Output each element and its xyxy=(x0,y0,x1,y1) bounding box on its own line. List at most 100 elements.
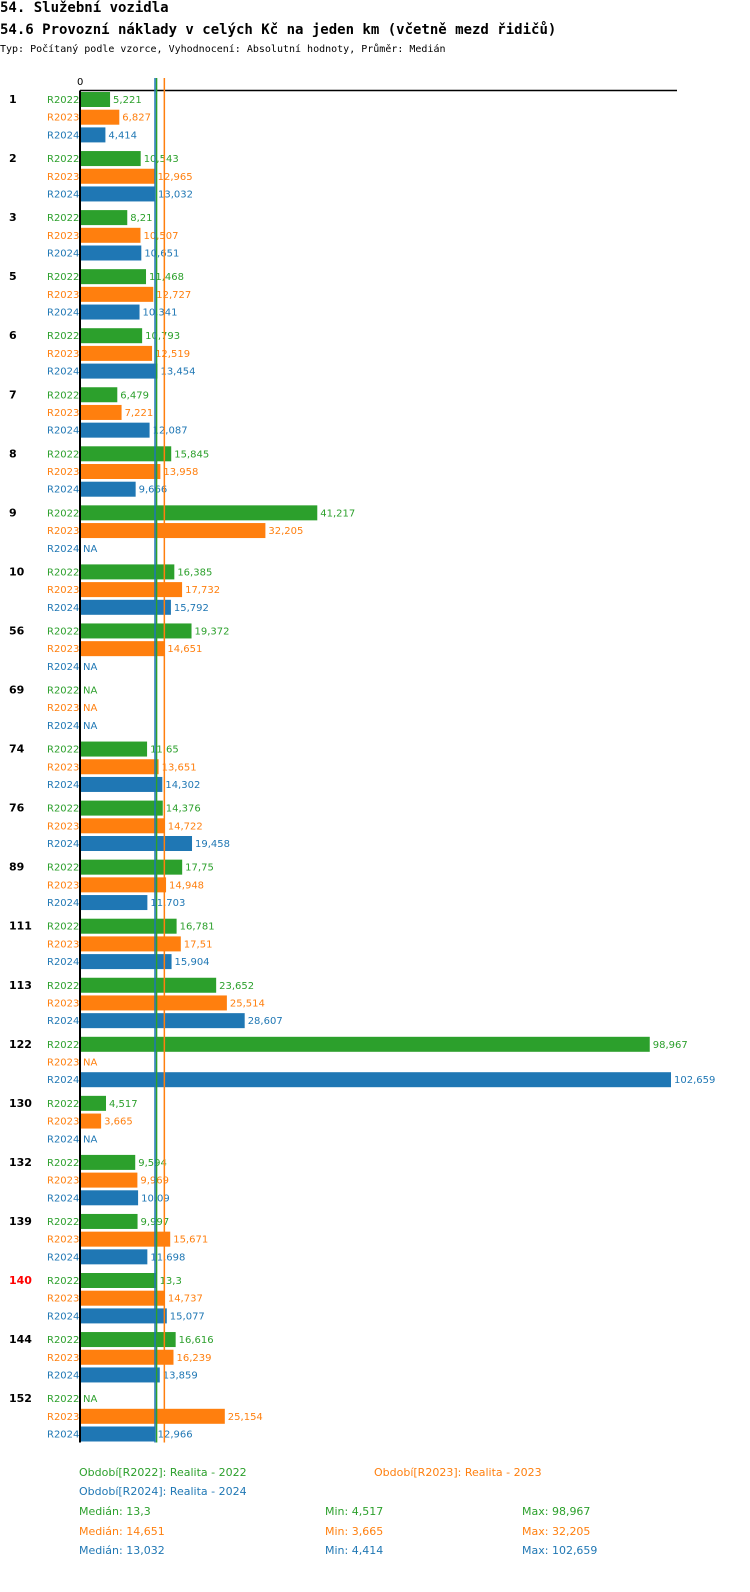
group-label-10: 10 xyxy=(9,565,25,578)
chart-title: 54.6 Provozní náklady v celých Kč na jed… xyxy=(0,22,557,38)
series-label-152-r2024: R2024 xyxy=(47,1430,79,1441)
value-label-8-r2022: 15,845 xyxy=(174,449,209,460)
bar-144-r2022 xyxy=(80,1332,176,1348)
legend-max-r2022: Max: 98,967 xyxy=(522,1505,591,1518)
value-label-113-r2022: 23,652 xyxy=(219,981,254,992)
value-label-140-r2023: 14,737 xyxy=(168,1294,203,1305)
value-label-140-r2022: 13,3 xyxy=(160,1276,182,1287)
series-label-111-r2024: R2024 xyxy=(47,957,79,968)
bar-6-r2023 xyxy=(80,345,153,361)
bar-8-r2022 xyxy=(80,446,172,462)
value-label-7-r2024: 12,087 xyxy=(153,426,188,437)
series-label-9-r2024: R2024 xyxy=(47,544,79,555)
series-label-9-r2022: R2022 xyxy=(47,508,79,519)
bar-1-r2023 xyxy=(80,109,120,125)
legend-period-r2023: Období[R2023]: Realita - 2023 xyxy=(374,1466,542,1479)
value-label-9-r2022: 41,217 xyxy=(320,508,355,519)
series-label-69-r2022: R2022 xyxy=(47,686,79,697)
group-label-130: 130 xyxy=(9,1097,32,1110)
series-label-113-r2023: R2023 xyxy=(47,998,79,1009)
series-label-113-r2024: R2024 xyxy=(47,1016,79,1027)
group-label-1: 1 xyxy=(9,93,17,106)
group-label-76: 76 xyxy=(9,802,25,815)
legend-max-r2024: Max: 102,659 xyxy=(522,1544,598,1557)
value-label-152-r2023: 25,154 xyxy=(228,1412,263,1423)
bar-76-r2024 xyxy=(80,836,193,851)
bar-6-r2024 xyxy=(80,363,158,379)
group-label-144: 144 xyxy=(9,1333,32,1346)
bar-139-r2022 xyxy=(80,1213,138,1229)
value-label-130-r2024: NA xyxy=(83,1134,97,1145)
series-label-3-r2022: R2022 xyxy=(47,213,79,224)
series-label-130-r2024: R2024 xyxy=(47,1134,79,1145)
series-label-6-r2023: R2023 xyxy=(47,349,79,360)
legend-period-r2022: Období[R2022]: Realita - 2022 xyxy=(79,1466,247,1479)
value-label-9-r2023: 32,205 xyxy=(268,526,303,537)
group-label-56: 56 xyxy=(9,624,25,637)
bar-76-r2023 xyxy=(80,818,165,834)
value-label-139-r2024: 11,698 xyxy=(150,1252,185,1263)
bar-2-r2024 xyxy=(80,186,156,202)
value-label-89-r2023: 14,948 xyxy=(169,880,204,891)
bar-8-r2024 xyxy=(80,481,136,497)
bar-7-r2023 xyxy=(80,404,122,420)
bar-113-r2023 xyxy=(80,995,227,1011)
bar-2-r2023 xyxy=(80,168,155,184)
value-label-3-r2024: 10,651 xyxy=(144,249,179,260)
series-label-3-r2023: R2023 xyxy=(47,231,79,242)
chart-subtitle: Typ: Počítaný podle vzorce, Vyhodnocení:… xyxy=(0,44,446,55)
value-label-122-r2022: 98,967 xyxy=(653,1040,688,1051)
group-label-132: 132 xyxy=(9,1156,32,1169)
series-label-139-r2022: R2022 xyxy=(47,1217,79,1228)
bar-139-r2023 xyxy=(80,1231,171,1247)
value-label-2-r2022: 10,543 xyxy=(144,154,179,165)
bar-152-r2024 xyxy=(80,1426,155,1442)
group-label-111: 111 xyxy=(9,920,32,933)
series-label-132-r2023: R2023 xyxy=(47,1176,79,1187)
value-label-7-r2023: 7,221 xyxy=(125,408,154,419)
series-label-2-r2022: R2022 xyxy=(47,154,79,165)
bar-chart: 1 R2022 5,221 R2023 6,827 R2024 4,414 2 R2022 10,… xyxy=(9,77,715,1443)
value-label-76-r2023: 14,722 xyxy=(168,821,203,832)
value-label-144-r2022: 16,616 xyxy=(179,1335,214,1346)
series-label-113-r2022: R2022 xyxy=(47,981,79,992)
series-label-9-r2023: R2023 xyxy=(47,526,79,537)
bar-8-r2023 xyxy=(80,464,161,479)
series-label-130-r2023: R2023 xyxy=(47,1117,79,1128)
group-label-8: 8 xyxy=(9,447,17,460)
legend-period-r2024: Období[R2024]: Realita - 2024 xyxy=(79,1485,247,1498)
value-label-144-r2023: 16,239 xyxy=(176,1353,211,1364)
bar-144-r2023 xyxy=(80,1349,174,1365)
series-label-132-r2024: R2024 xyxy=(47,1193,79,1204)
bar-111-r2023 xyxy=(80,936,181,952)
bar-130-r2022 xyxy=(80,1095,107,1111)
series-label-76-r2023: R2023 xyxy=(47,821,79,832)
value-label-6-r2022: 10,793 xyxy=(145,331,180,342)
value-label-69-r2023: NA xyxy=(83,703,97,714)
group-label-9: 9 xyxy=(9,506,17,519)
legend-median-r2023: Medián: 14,651 xyxy=(79,1525,165,1538)
bar-89-r2023 xyxy=(80,877,167,893)
bar-140-r2024 xyxy=(80,1308,167,1324)
series-label-130-r2022: R2022 xyxy=(47,1099,79,1110)
value-label-5-r2022: 11,468 xyxy=(149,272,184,283)
group-label-89: 89 xyxy=(9,861,24,874)
bar-140-r2023 xyxy=(80,1290,165,1306)
value-label-10-r2023: 17,732 xyxy=(185,585,220,596)
bar-7-r2024 xyxy=(80,422,150,438)
value-label-139-r2023: 15,671 xyxy=(173,1235,208,1246)
value-label-89-r2022: 17,75 xyxy=(185,863,214,874)
bar-140-r2022 xyxy=(80,1273,157,1288)
series-label-56-r2022: R2022 xyxy=(47,626,79,637)
legend-min-r2023: Min: 3,665 xyxy=(325,1525,384,1538)
series-label-74-r2023: R2023 xyxy=(47,762,79,773)
series-label-8-r2023: R2023 xyxy=(47,467,79,478)
value-label-144-r2024: 13,859 xyxy=(163,1370,198,1381)
group-label-5: 5 xyxy=(9,270,17,283)
series-label-56-r2023: R2023 xyxy=(47,644,79,655)
bar-74-r2023 xyxy=(80,759,159,775)
bar-10-r2022 xyxy=(80,564,175,580)
series-label-5-r2022: R2022 xyxy=(47,272,79,283)
series-label-122-r2022: R2022 xyxy=(47,1040,79,1051)
bar-152-r2023 xyxy=(80,1408,225,1424)
